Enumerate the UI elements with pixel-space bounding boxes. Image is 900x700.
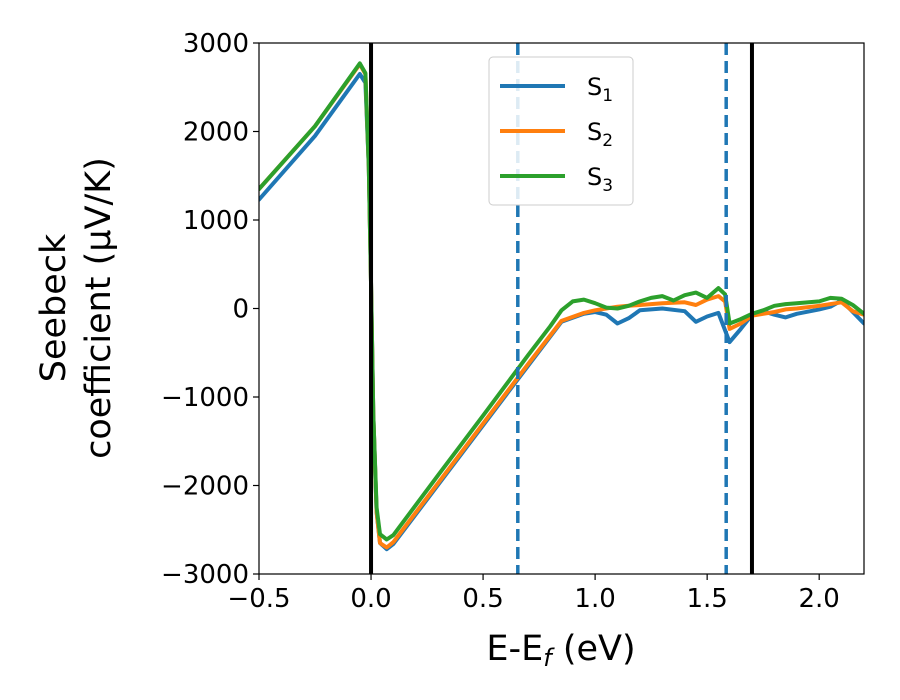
y-tick-label: −2000 <box>161 472 249 502</box>
series-line-s3 <box>259 61 864 542</box>
y-axis-label: Seebeck coefficient (μV/K) <box>34 157 119 459</box>
y-tick-label: −3000 <box>161 560 249 590</box>
legend-label-s2: S2 <box>587 118 613 151</box>
plot-lines <box>259 61 864 552</box>
legend: S1 S2 S3 <box>488 56 634 206</box>
reference-lines <box>369 43 754 574</box>
x-tick-label: 1.5 <box>686 584 727 614</box>
y-tick-label: 3000 <box>183 29 249 59</box>
legend-label-s1: S1 <box>587 73 613 106</box>
x-tick-label: 1.0 <box>574 584 615 614</box>
legend-label-s3: S3 <box>587 163 613 196</box>
y-axis-label-line1: Seebeck <box>34 233 74 382</box>
x-axis-label: E-Ef (eV) <box>486 629 635 672</box>
axis-ticks <box>253 42 820 580</box>
axis-tick-labels: −0.5 0.0 0.5 1.0 1.5 2.0 −3000 −2000 −1000 0 1000 2… <box>161 29 840 614</box>
y-tick-label: 1000 <box>183 206 249 236</box>
x-tick-label: 0.0 <box>350 584 391 614</box>
x-tick-label: 2.0 <box>799 584 840 614</box>
y-axis-label-line2: coefficient (μV/K) <box>79 157 119 459</box>
x-tick-label: −0.5 <box>227 584 290 614</box>
y-tick-label: −1000 <box>161 383 249 413</box>
y-tick-label: 2000 <box>183 118 249 148</box>
y-tick-label: 0 <box>232 295 249 325</box>
x-tick-label: 0.5 <box>462 584 503 614</box>
